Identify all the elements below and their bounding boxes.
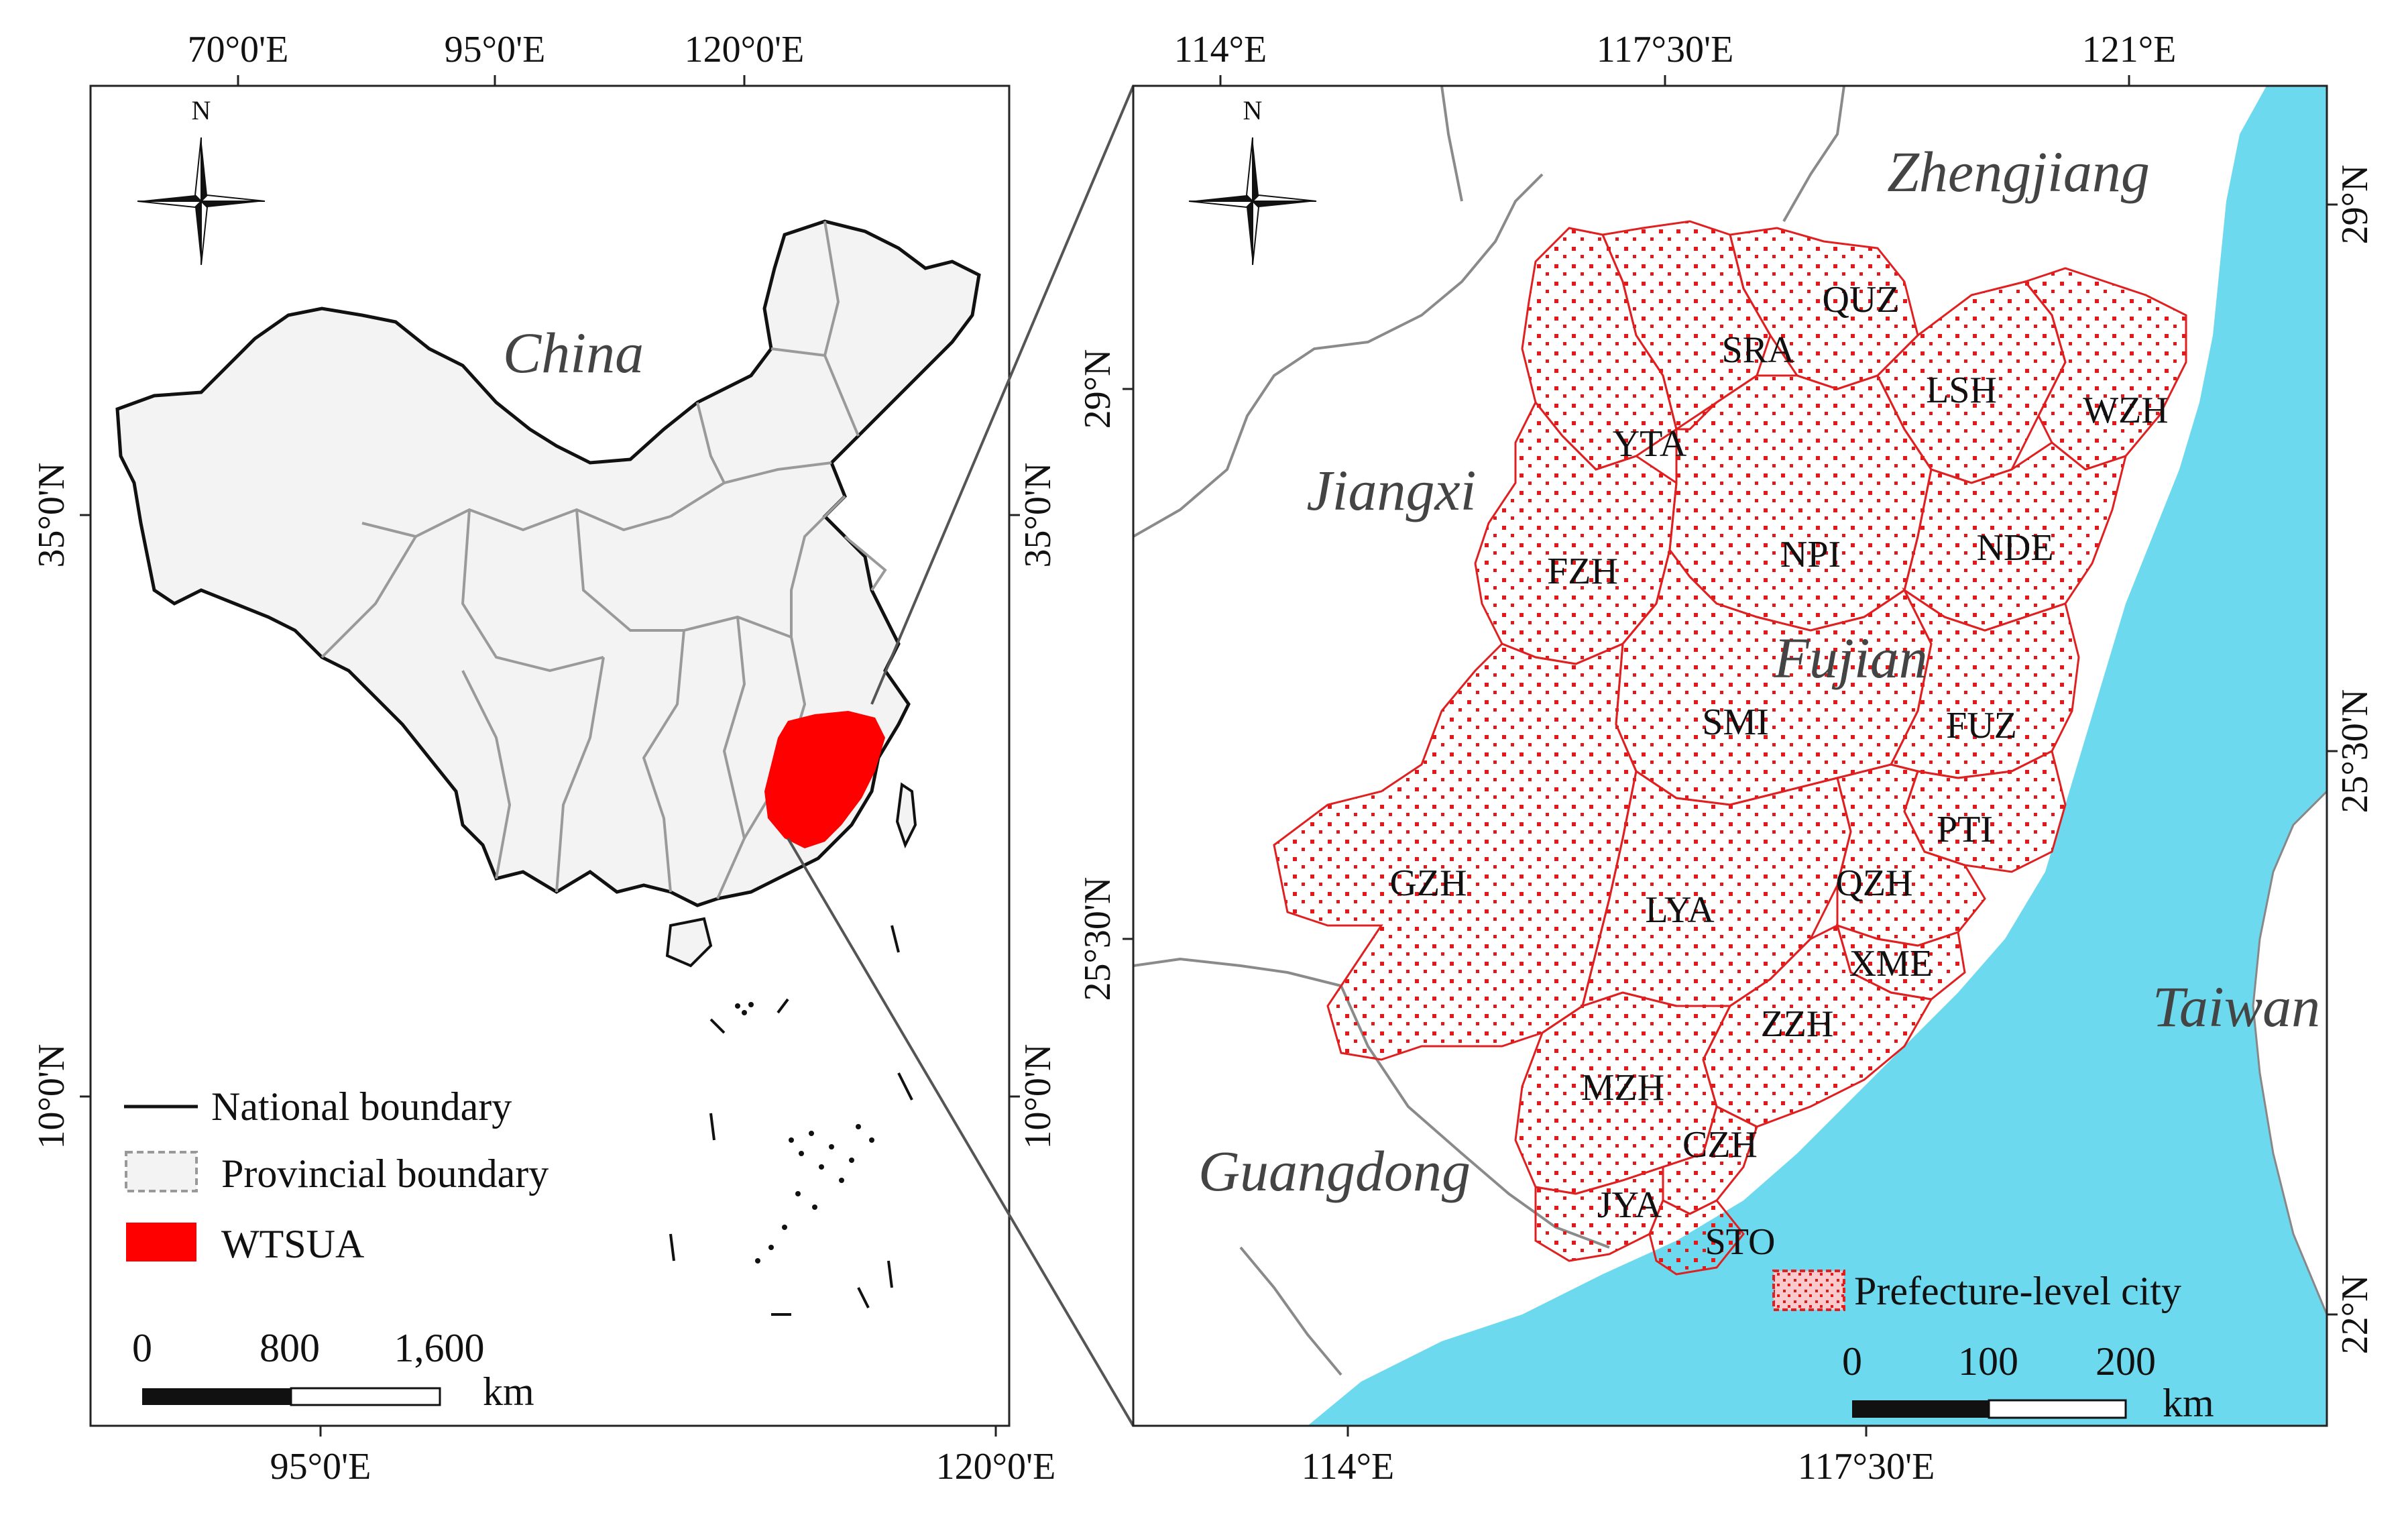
city-npi xyxy=(1668,374,1933,632)
left-left-tick-2: 10°0'N xyxy=(31,1044,72,1149)
right-scale-100: 100 xyxy=(1958,1339,2018,1384)
right-left-tick-2: 25°30'N xyxy=(1077,877,1119,1001)
china-label: China xyxy=(503,321,644,385)
city-wzh xyxy=(2023,267,2187,471)
hainan-island xyxy=(665,917,713,968)
right-north-arrow xyxy=(1188,137,1317,266)
city-label-yta: YTA xyxy=(1613,423,1687,465)
right-right-tick-3: 22°N xyxy=(2334,1275,2376,1355)
right-map: 114°E 117°30'E 121°E 114°E 117°30'E 29°N… xyxy=(1077,29,2376,1487)
zoom-connectors xyxy=(787,85,1135,1427)
wtsua-area xyxy=(764,711,885,848)
city-label-gzh: GZH xyxy=(1389,862,1467,904)
legend-provincial-box xyxy=(125,1151,198,1192)
right-bottom-tick-1: 114°E xyxy=(1302,1446,1395,1487)
city-label-fuz: FUZ xyxy=(1946,705,2017,746)
city-label-lya: LYA xyxy=(1645,889,1715,931)
right-top-tick-1: 114°E xyxy=(1174,29,1267,70)
left-north-label: N xyxy=(192,95,211,125)
left-top-tick-3: 120°0'E xyxy=(685,29,805,70)
right-scale-200: 200 xyxy=(2096,1339,2156,1384)
provincial-boundaries xyxy=(321,221,887,899)
taiwan-land xyxy=(2252,789,2327,1315)
city-label-quz: QUZ xyxy=(1822,279,1899,321)
city-label-nde: NDE xyxy=(1976,527,2053,569)
study-area xyxy=(1273,220,2187,1276)
region-zhengjiang: Zhengjiang xyxy=(1887,139,2150,204)
right-right-tick-1: 29°N xyxy=(2334,165,2376,245)
right-right-tick-2: 25°30'N xyxy=(2334,689,2376,813)
city-label-wzh: WZH xyxy=(2083,390,2169,431)
city-label-sto: STO xyxy=(1705,1221,1776,1263)
left-top-tick-1: 70°0'E xyxy=(188,29,289,70)
left-right-tick-1: 35°0'N xyxy=(1017,463,1059,568)
left-scale-0: 0 xyxy=(132,1326,152,1370)
region-fujian: Fujian xyxy=(1773,626,1927,690)
left-bottom-tick-2: 120°0'E xyxy=(936,1446,1056,1487)
right-top-tick-3: 121°E xyxy=(2082,29,2177,70)
city-label-smi: SMI xyxy=(1702,701,1769,743)
city-label-pti: PTI xyxy=(1937,809,1993,850)
right-map-frame xyxy=(1132,85,2328,1427)
taiwan-island xyxy=(895,782,917,849)
right-top-tick-2: 117°30'E xyxy=(1597,29,1734,70)
right-bottom-tick-2: 117°30'E xyxy=(1798,1446,1935,1487)
city-label-npi: NPI xyxy=(1780,534,1841,575)
city-labels: QUZ SRA LSH WZH YTA NPI NDE FZH SMI FUZ … xyxy=(1389,279,2168,1263)
legend-city-label: Prefecture-level city xyxy=(1854,1269,2181,1313)
left-right-tick-2: 10°0'N xyxy=(1017,1044,1059,1149)
sea xyxy=(1308,86,2327,1426)
city-label-zzh: ZZH xyxy=(1761,1003,1834,1045)
legend-wtsua-box xyxy=(126,1223,196,1261)
right-north-label: N xyxy=(1243,95,1263,125)
legend-wtsua-label: WTSUA xyxy=(221,1222,364,1266)
left-map-ticks xyxy=(80,75,1020,1437)
left-bottom-tick-1: 95°0'E xyxy=(270,1446,371,1487)
left-map: 70°0'E 95°0'E 120°0'E 95°0'E 120°0'E 35°… xyxy=(31,29,1059,1487)
left-left-tick-1: 35°0'N xyxy=(31,463,72,568)
left-top-tick-2: 95°0'E xyxy=(445,29,546,70)
legend-national-label: National boundary xyxy=(211,1084,512,1129)
right-left-tick-1: 29°N xyxy=(1077,349,1119,429)
city-label-czh: CZH xyxy=(1682,1124,1758,1166)
south-sea-islands xyxy=(735,1002,874,1263)
city-label-qzh: QZH xyxy=(1835,862,1912,904)
city-qzh xyxy=(1836,763,1986,947)
city-label-lsh: LSH xyxy=(1926,370,1997,411)
city-label-jya: JYA xyxy=(1597,1184,1662,1226)
city-label-fzh: FZH xyxy=(1547,551,1618,592)
city-label-sra: SRA xyxy=(1722,329,1795,371)
city-label-xme: XME xyxy=(1849,943,1933,985)
left-north-arrow xyxy=(137,137,266,266)
right-legend: Prefecture-level city xyxy=(1772,1269,2181,1313)
right-scale-bar: 0 100 200 km xyxy=(1842,1339,2214,1425)
city-sto xyxy=(1648,1198,1745,1276)
right-scale-0: 0 xyxy=(1842,1339,1862,1384)
left-scale-1600: 1,600 xyxy=(394,1326,485,1370)
right-scale-unit: km xyxy=(2163,1381,2214,1425)
right-map-ticks xyxy=(1123,75,2338,1437)
left-legend: National boundary Provincial boundary WT… xyxy=(124,1084,549,1266)
region-taiwan: Taiwan xyxy=(2153,974,2320,1039)
left-map-frame xyxy=(89,85,1011,1427)
legend-provincial-label: Provincial boundary xyxy=(221,1151,549,1196)
left-scale-bar: 0 800 1,600 km xyxy=(132,1326,534,1414)
left-scale-unit: km xyxy=(483,1369,534,1414)
city-label-mzh: MZH xyxy=(1581,1067,1664,1109)
left-scale-800: 800 xyxy=(260,1326,320,1370)
region-guangdong: Guangdong xyxy=(1198,1139,1471,1203)
region-jiangxi: Jiangxi xyxy=(1306,458,1476,522)
